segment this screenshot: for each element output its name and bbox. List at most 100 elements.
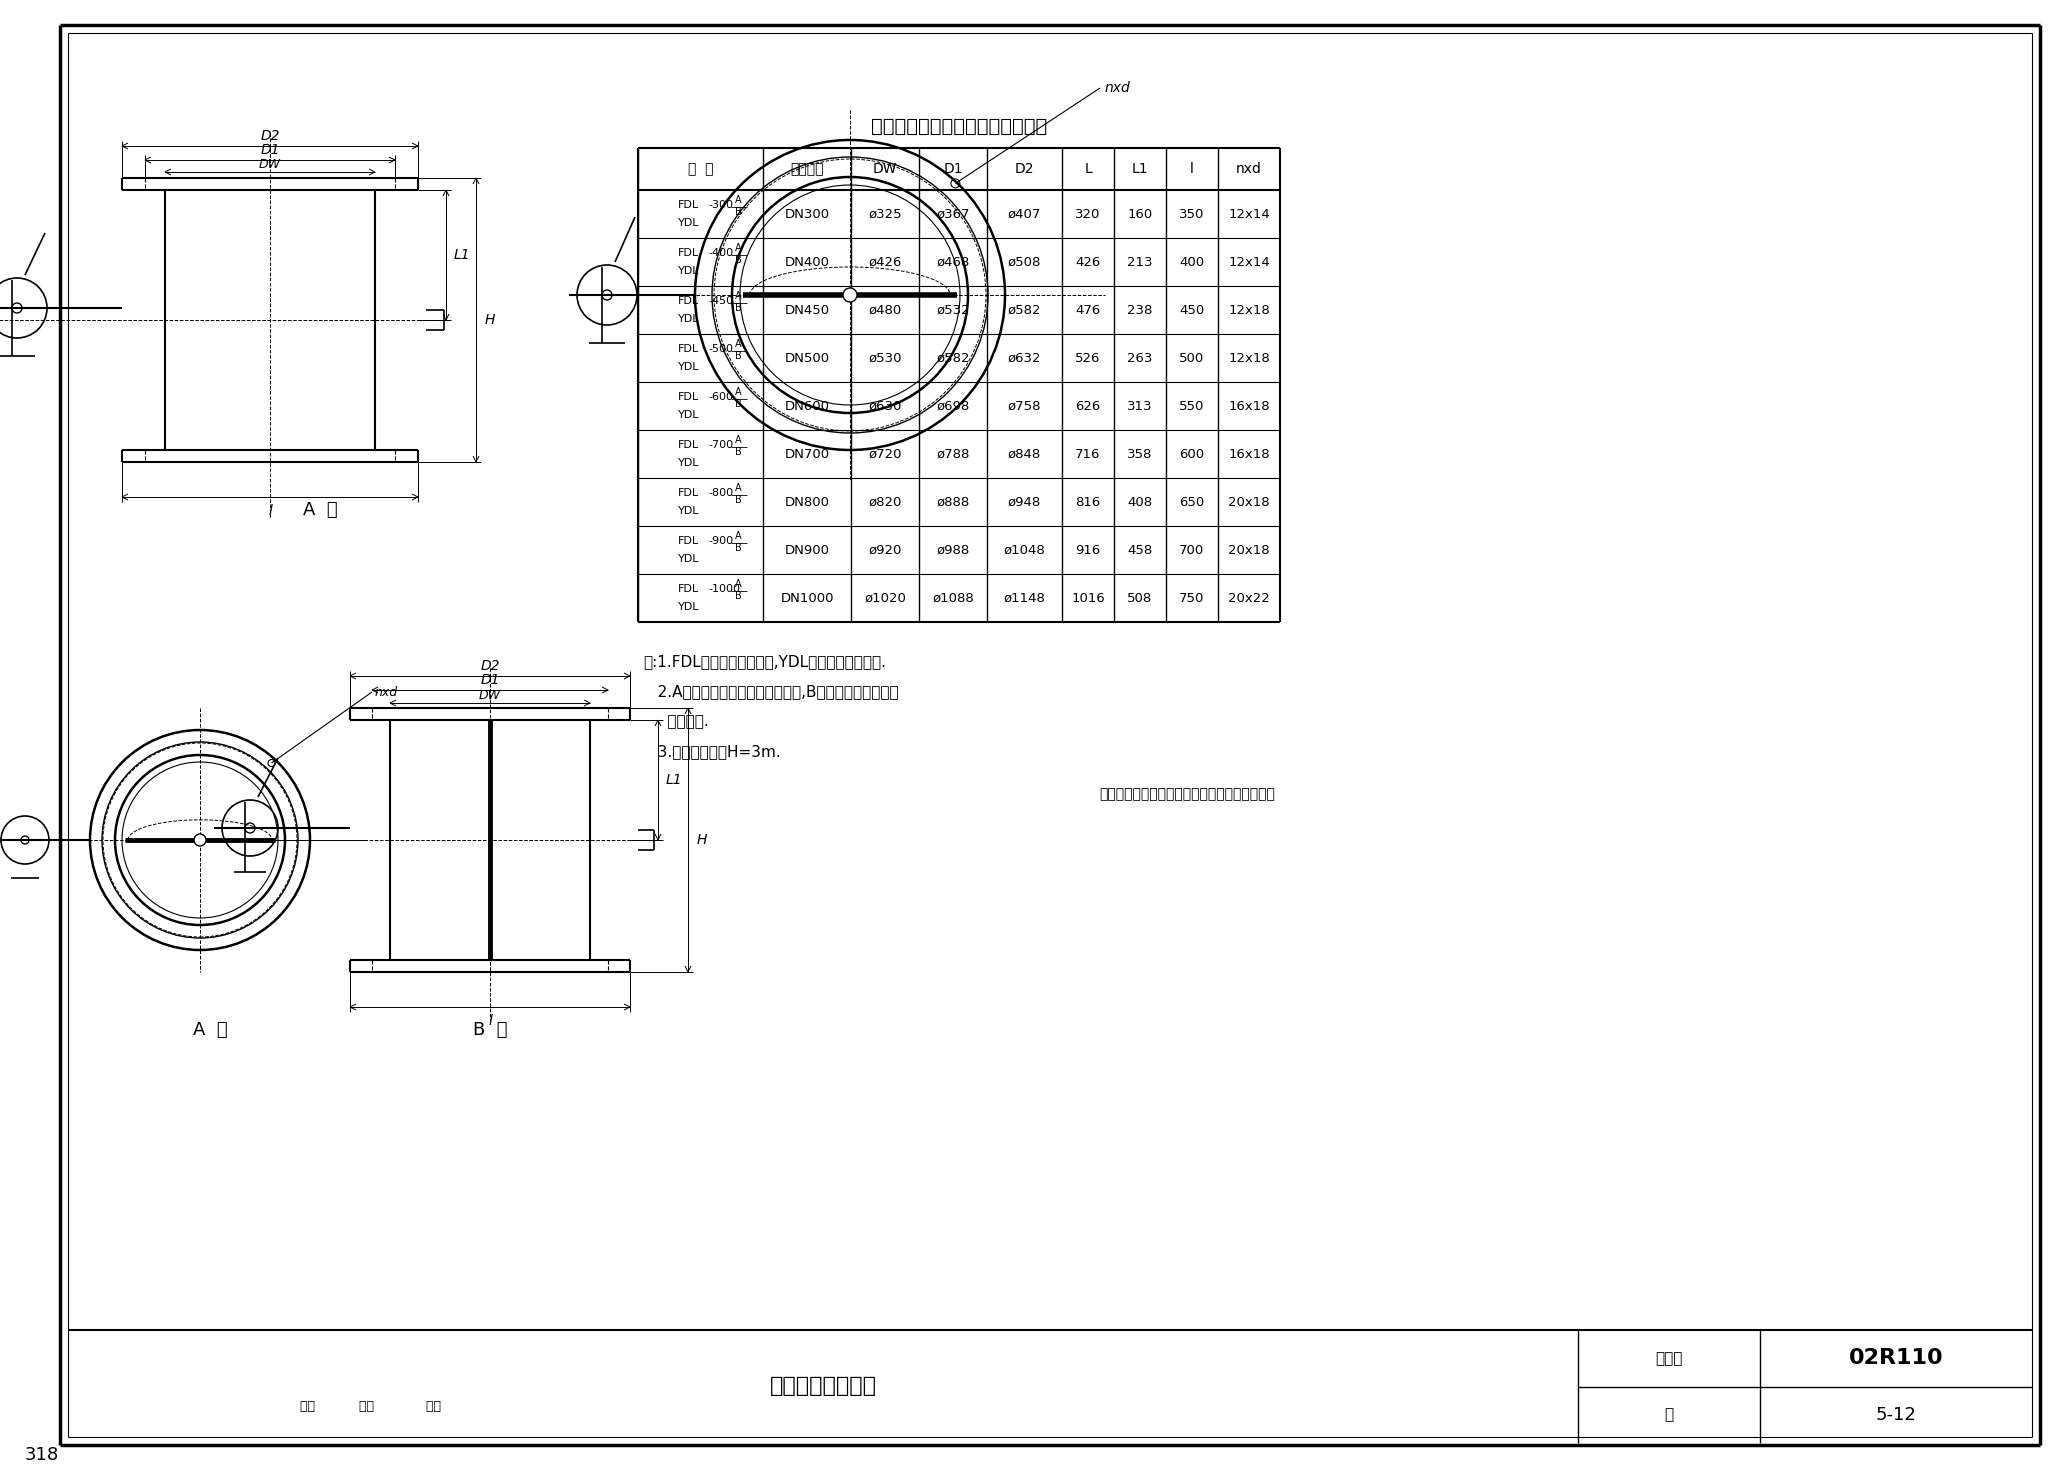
Text: 626: 626 [1075,399,1100,413]
Text: A: A [735,531,741,541]
Text: 页: 页 [1665,1408,1673,1422]
Text: ø1048: ø1048 [1004,544,1044,557]
Text: A: A [735,339,741,349]
Text: FDL: FDL [678,248,698,258]
Text: B: B [735,206,741,217]
Text: FDL: FDL [678,296,698,307]
Text: 16x18: 16x18 [1229,399,1270,413]
Text: 12x18: 12x18 [1229,304,1270,317]
Text: 公称直径: 公称直径 [791,162,823,175]
Text: 213: 213 [1126,255,1153,268]
Text: B: B [735,542,741,553]
Text: YDL: YDL [678,554,698,565]
Text: B: B [735,255,741,265]
Text: DN900: DN900 [784,544,829,557]
Text: 476: 476 [1075,304,1100,317]
Text: -500: -500 [709,343,733,354]
Text: ø948: ø948 [1008,495,1040,509]
Text: ø325: ø325 [868,208,901,221]
Text: B: B [735,304,741,312]
Text: 458: 458 [1126,544,1153,557]
Text: B: B [735,351,741,361]
Text: ø1088: ø1088 [932,591,975,604]
Text: B: B [735,591,741,601]
Text: 318: 318 [25,1446,59,1464]
Text: FDL: FDL [678,584,698,594]
Text: A: A [735,388,741,397]
Text: -700: -700 [709,441,733,450]
Text: D1: D1 [479,674,500,687]
Text: ø426: ø426 [868,255,901,268]
Text: B: B [735,495,741,506]
Text: FDL: FDL [678,441,698,450]
Text: 320: 320 [1075,208,1100,221]
Text: -400: -400 [709,248,733,258]
Text: ø582: ø582 [1008,304,1040,317]
Text: ø532: ø532 [936,304,971,317]
Text: FDL: FDL [678,200,698,209]
Text: 注:1.FDL为拉链式风道蝶阀,YDL为拉链式烟道蝶阀.: 注:1.FDL为拉链式风道蝶阀,YDL为拉链式烟道蝶阀. [643,654,887,669]
Text: A: A [735,579,741,590]
Text: 650: 650 [1180,495,1204,509]
Text: ø848: ø848 [1008,448,1040,460]
Text: A: A [735,195,741,205]
Text: l: l [1190,162,1194,175]
Text: 20x18: 20x18 [1229,544,1270,557]
Text: L: L [1083,162,1092,175]
Text: 816: 816 [1075,495,1100,509]
Text: D1: D1 [944,162,963,175]
Text: ø720: ø720 [868,448,901,460]
Text: 2.A型适用于安装在垂直风烟道上,B型适用于安装在水平: 2.A型适用于安装在垂直风烟道上,B型适用于安装在水平 [643,684,899,699]
Text: ø530: ø530 [868,351,901,364]
Text: 12x18: 12x18 [1229,351,1270,364]
Text: nxd: nxd [1106,81,1130,94]
Text: 716: 716 [1075,448,1100,460]
Text: 5-12: 5-12 [1876,1406,1917,1424]
Text: L1: L1 [1133,162,1149,175]
Text: 550: 550 [1180,399,1204,413]
Text: 700: 700 [1180,544,1204,557]
Text: 313: 313 [1126,399,1153,413]
Text: DN700: DN700 [784,448,829,460]
Circle shape [195,834,207,846]
Text: ø367: ø367 [936,208,971,221]
Text: -300: -300 [709,200,733,209]
Text: 526: 526 [1075,351,1100,364]
Text: A: A [735,290,741,301]
Text: 审核           校对             设计: 审核 校对 设计 [299,1400,440,1414]
Text: FDL: FDL [678,488,698,498]
Text: 358: 358 [1126,448,1153,460]
Text: DN500: DN500 [784,351,829,364]
Text: YDL: YDL [678,265,698,276]
Text: 600: 600 [1180,448,1204,460]
Text: H: H [485,312,496,327]
Text: DW: DW [479,688,502,702]
Text: ø698: ø698 [936,399,969,413]
Text: DN600: DN600 [784,399,829,413]
Text: ø632: ø632 [1008,351,1040,364]
Text: 20x18: 20x18 [1229,495,1270,509]
Text: B: B [735,399,741,408]
Text: nxd: nxd [375,685,397,699]
Text: YDL: YDL [678,218,698,228]
Text: A: A [735,483,741,492]
Text: 本图按上海精达锅炉辅机厂产品的技术资料绘制: 本图按上海精达锅炉辅机厂产品的技术资料绘制 [1100,787,1276,800]
Text: ø988: ø988 [936,544,969,557]
Text: 500: 500 [1180,351,1204,364]
Text: DN800: DN800 [784,495,829,509]
Text: -900: -900 [709,537,733,545]
Text: YDL: YDL [678,410,698,420]
Text: 408: 408 [1128,495,1153,509]
Text: ø630: ø630 [868,399,901,413]
Text: L1: L1 [455,248,471,262]
Text: D2: D2 [260,130,281,143]
Text: YDL: YDL [678,458,698,469]
Text: DN400: DN400 [784,255,829,268]
Text: 750: 750 [1180,591,1204,604]
Text: FDL: FDL [678,537,698,545]
Text: DN450: DN450 [784,304,829,317]
Text: YDL: YDL [678,363,698,371]
Circle shape [844,287,856,302]
Text: FDL: FDL [678,392,698,402]
Text: ø788: ø788 [936,448,969,460]
